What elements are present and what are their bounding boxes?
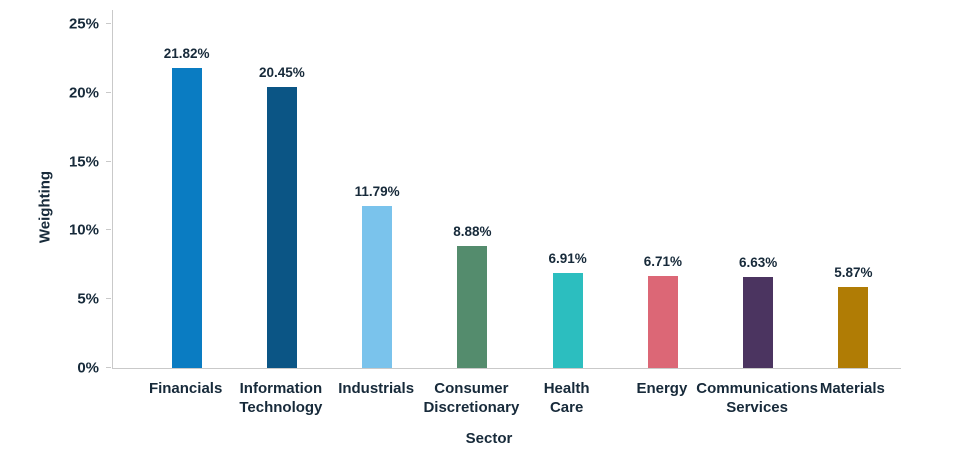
x-axis-label-information-technology: Information Technology [239, 380, 323, 416]
x-axis-label-energy: Energy [636, 380, 688, 397]
y-axis-tick-mark [106, 160, 111, 162]
plot-value-area: 21.82% 20.45% 11.79% 8.88% 6.91% 6.71% 6.63% 5.… [113, 24, 901, 368]
bar-slot-health-care: 6.91% [520, 24, 615, 368]
bar-slot-consumer-discretionary: 8.88% [425, 24, 520, 368]
bar-consumer-discretionary [457, 245, 488, 368]
y-axis-tick-mark [106, 91, 111, 93]
bar-value-label-energy: 6.71% [643, 253, 683, 269]
x-axis-label-communications-services: Communications Services [696, 380, 818, 416]
bar-value-label-information-technology: 20.45% [258, 64, 305, 80]
bar-slot-financials: 21.82% [139, 24, 234, 368]
bar-communications-services [743, 276, 774, 368]
bar-value-label-health-care: 6.91% [548, 250, 587, 266]
y-axis-tick-mark [106, 298, 111, 300]
y-axis-tick-label: 20% [68, 84, 99, 102]
bar-value-label-materials: 5.87% [834, 265, 873, 281]
bar-financials [171, 67, 202, 368]
bar-value-label-consumer-discretionary: 8.88% [453, 223, 492, 239]
x-axis-label-industrials: Industrials [338, 380, 415, 397]
y-axis-tick-label: 5% [77, 290, 99, 308]
x-axis-label-materials: Materials [819, 380, 885, 397]
bar-energy [647, 275, 678, 368]
y-axis-tick-mark [106, 23, 111, 24]
y-axis-tick-mark [106, 229, 111, 231]
y-axis-tick-label: 10% [68, 221, 99, 239]
x-axis-category-labels: Financials Information Technology Industri… [138, 379, 900, 417]
bar-slot-industrials: 11.79% [330, 24, 425, 368]
bar-health-care [552, 272, 583, 368]
y-axis-tick-label: 15% [68, 153, 99, 171]
x-axis-title: Sector [465, 430, 513, 447]
y-axis-tick-mark [106, 367, 111, 368]
x-axis-label-consumer-discretionary: Consumer Discretionary [423, 380, 520, 416]
bar-slot-energy: 6.71% [615, 24, 710, 368]
bar-value-label-communications-services: 6.63% [738, 254, 778, 270]
bar-industrials [362, 205, 393, 368]
bar-slots: 21.82% 20.45% 11.79% 8.88% 6.91% 6.71% 6.63% 5.… [113, 24, 901, 368]
bar-slot-materials: 5.87% [806, 24, 901, 368]
bar-materials [838, 287, 869, 368]
bar-slot-information-technology: 20.45% [234, 24, 329, 368]
y-axis-tick-label: 0% [77, 359, 99, 377]
bar-value-label-industrials: 11.79% [354, 183, 400, 199]
plot-area: 21.82% 20.45% 11.79% 8.88% 6.91% 6.71% 6.63% 5.… [112, 10, 901, 369]
x-axis-label-financials: Financials [148, 380, 223, 397]
bar-value-label-financials: 21.82% [163, 45, 210, 61]
y-axis-tick-label: 25% [68, 15, 99, 33]
y-axis-tick-rail: 0% 5% 10% 15% 20% 25% [0, 16, 112, 377]
x-axis-label-health-care: Health Care [543, 380, 590, 416]
bar-information-technology [266, 86, 297, 368]
bar-slot-communications-services: 6.63% [711, 24, 806, 368]
